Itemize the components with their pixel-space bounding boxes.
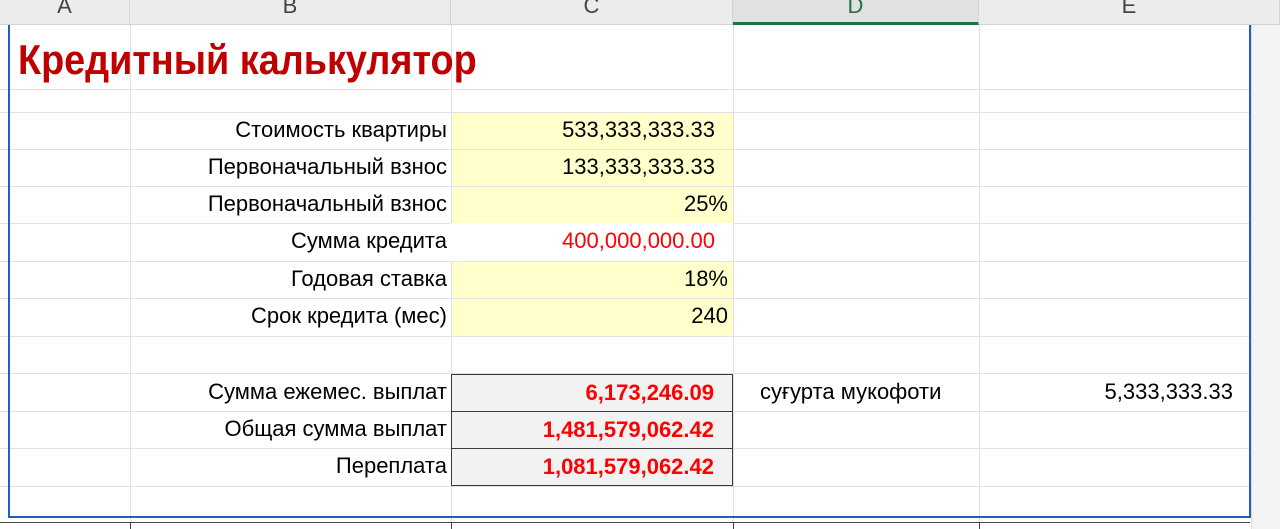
- value-loan-term[interactable]: 240: [691, 303, 728, 328]
- label-loan-term[interactable]: Срок кредита (мес): [250, 303, 447, 328]
- value-monthly-payment[interactable]: 6,173,246.09: [451, 374, 733, 412]
- value-down-payment-percent[interactable]: 25%: [683, 191, 728, 216]
- value-apartment-cost[interactable]: 533,333,333.33: [562, 117, 715, 142]
- label-overpayment[interactable]: Переплата: [335, 453, 447, 478]
- label-apartment-cost[interactable]: Стоимость квартиры: [235, 117, 447, 142]
- vertical-scrollbar[interactable]: [1251, 25, 1280, 529]
- label-annual-rate[interactable]: Годовая ставка: [290, 266, 447, 291]
- column-header-c[interactable]: C: [451, 0, 733, 25]
- column-header-b[interactable]: B: [130, 0, 451, 25]
- label-loan-amount[interactable]: Сумма кредита: [290, 228, 447, 253]
- page-title[interactable]: Кредитный калькулятор: [18, 36, 477, 83]
- value-insurance[interactable]: 5,333,333.33: [1104, 379, 1233, 404]
- label-monthly-payment[interactable]: Сумма ежемес. выплат: [208, 379, 447, 404]
- label-insurance[interactable]: суғурта мукофоти: [760, 379, 942, 404]
- value-down-payment[interactable]: 133,333,333.33: [562, 154, 715, 179]
- bottom-border: [0, 522, 1250, 523]
- column-header-e[interactable]: E: [979, 0, 1280, 25]
- label-down-payment-percent[interactable]: Первоначальный взнос: [207, 191, 447, 216]
- column-header-a[interactable]: A: [0, 0, 130, 25]
- value-overpayment[interactable]: 1,081,579,062.42: [451, 448, 733, 486]
- value-annual-rate[interactable]: 18%: [683, 266, 728, 291]
- label-total-payments[interactable]: Общая сумма выплат: [224, 416, 447, 441]
- column-header-d[interactable]: D: [733, 0, 979, 25]
- label-down-payment[interactable]: Первоначальный взнос: [207, 154, 447, 179]
- value-total-payments[interactable]: 1,481,579,062.42: [451, 411, 733, 449]
- value-loan-amount[interactable]: 400,000,000.00: [451, 223, 733, 261]
